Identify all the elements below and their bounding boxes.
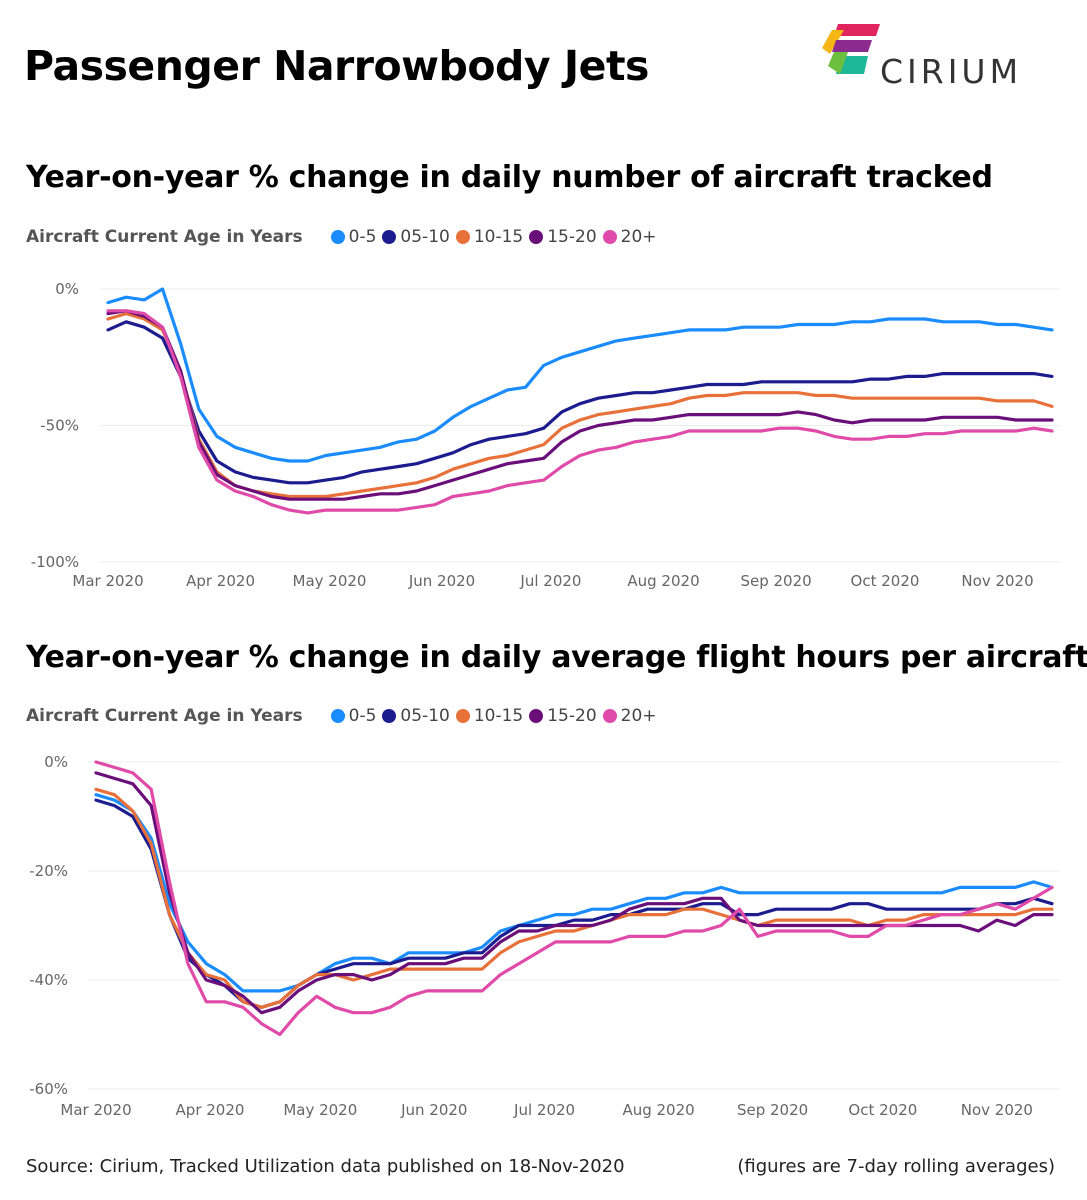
- footer-note: (figures are 7-day rolling averages): [737, 1156, 1055, 1177]
- chart2-x-tick-label: Jul 2020: [513, 1101, 575, 1119]
- chart2-x-tick-label: Apr 2020: [176, 1101, 245, 1119]
- chart1-x-tick-label: Sep 2020: [740, 572, 811, 590]
- chart1-legend-item-15-20[interactable]: 15-20: [529, 227, 597, 247]
- chart2-y-tick-label: -60%: [29, 1080, 68, 1098]
- page-title: Passenger Narrowbody Jets: [24, 42, 649, 90]
- legend-label: 20+: [620, 706, 657, 726]
- chart2-legend: Aircraft Current Age in Years 0-5 05-10 …: [26, 704, 663, 728]
- chart1-x-tick-label: Jun 2020: [408, 572, 475, 590]
- chart2-x-tick-label: May 2020: [283, 1101, 357, 1119]
- chart1-series-line-20-plus[interactable]: [106, 309, 1054, 515]
- chart1-y-tick-label: 0%: [55, 280, 79, 298]
- chart1-title: Year-on-year % change in daily number of…: [26, 160, 993, 195]
- legend-dot: [602, 709, 617, 723]
- legend-label: 20+: [620, 227, 657, 247]
- chart2-x-tick-label: Oct 2020: [848, 1101, 917, 1119]
- chart2-x-tick-label: Mar 2020: [60, 1101, 131, 1119]
- chart2-x-tick-label: Jun 2020: [400, 1101, 467, 1119]
- chart2-title: Year-on-year % change in daily average f…: [26, 640, 1087, 675]
- legend-dot: [455, 709, 470, 723]
- chart2-legend-item-10-15[interactable]: 10-15: [455, 706, 524, 726]
- legend-dot: [529, 230, 544, 244]
- chart1-x-tick-label: Mar 2020: [72, 572, 143, 590]
- chart1-series-line-0-5[interactable]: [106, 287, 1054, 463]
- chart1-y-tick-label: -50%: [40, 417, 79, 435]
- chart1-x-tick-label: Aug 2020: [627, 572, 699, 590]
- chart1-x-tick-label: Jul 2020: [519, 572, 581, 590]
- chart1-x-tick-label: Apr 2020: [186, 572, 255, 590]
- chart1-series-line-10-15[interactable]: [106, 311, 1054, 499]
- legend-dot: [529, 709, 544, 723]
- chart1-y-tick-label: -100%: [31, 553, 79, 571]
- legend-dot: [602, 230, 617, 244]
- legend-label: 05-10: [400, 706, 450, 726]
- legend-label: 0-5: [348, 706, 377, 726]
- chart2-legend-item-05-10[interactable]: 05-10: [382, 706, 450, 726]
- chart2-plot: 0% -20% -40% -60% Mar 2020 Apr 2020 May 2020 Ju…: [29, 753, 1060, 1119]
- chart2-x-tick-label: Aug 2020: [622, 1101, 694, 1119]
- chart2-series-line-0-5[interactable]: [94, 793, 1054, 993]
- legend-dot: [330, 230, 345, 244]
- chart1-x-tick-label: Oct 2020: [851, 572, 920, 590]
- legend-label: 10-15: [473, 227, 524, 247]
- legend-dot: [455, 230, 470, 244]
- legend-dot: [330, 709, 345, 723]
- chart1-legend-item-05-10[interactable]: 05-10: [382, 227, 450, 247]
- chart2-y-tick-label: -40%: [29, 971, 68, 989]
- chart1-legend-item-20-plus[interactable]: 20+: [602, 227, 657, 247]
- chart2-series-line-05-10[interactable]: [94, 798, 1054, 1009]
- chart1-legend-item-0-5[interactable]: 0-5: [330, 227, 377, 247]
- chart2-series-line-10-15[interactable]: [94, 787, 1054, 1009]
- logo-text: CIRIUM: [880, 52, 1023, 91]
- chart1-series-line-15-20[interactable]: [106, 309, 1054, 501]
- chart1-legend-title: Aircraft Current Age in Years: [26, 227, 303, 247]
- chart2-y-tick-label: 0%: [44, 753, 68, 771]
- chart2-legend-item-20-plus[interactable]: 20+: [602, 706, 657, 726]
- chart2-legend-title: Aircraft Current Age in Years: [26, 706, 303, 726]
- legend-label: 15-20: [547, 227, 597, 247]
- chart1-x-tick-label: Nov 2020: [961, 572, 1033, 590]
- cirium-logo-mark-icon: [822, 24, 880, 74]
- legend-dot: [382, 709, 397, 723]
- chart1-series-line-05-10[interactable]: [106, 320, 1054, 485]
- footer-source: Source: Cirium, Tracked Utilization data…: [26, 1156, 625, 1177]
- legend-label: 15-20: [547, 706, 597, 726]
- legend-dot: [382, 230, 397, 244]
- legend-label: 05-10: [400, 227, 450, 247]
- chart2-series-line-20-plus[interactable]: [94, 760, 1054, 1037]
- chart2-x-tick-label: Sep 2020: [737, 1101, 808, 1119]
- legend-label: 10-15: [473, 706, 524, 726]
- chart1-legend-item-10-15[interactable]: 10-15: [455, 227, 524, 247]
- chart2-legend-item-0-5[interactable]: 0-5: [330, 706, 377, 726]
- chart1-plot: 0% -50% -100%Mar 2020 Apr 2020 May 2020 Jun 2…: [31, 280, 1060, 590]
- legend-label: 0-5: [348, 227, 377, 247]
- chart2-y-tick-label: -20%: [29, 862, 68, 880]
- chart1-legend: Aircraft Current Age in Years 0-5 05-10 …: [26, 225, 663, 249]
- chart2-legend-item-15-20[interactable]: 15-20: [529, 706, 597, 726]
- cirium-logo: CIRIUM: [818, 22, 1068, 94]
- chart2-x-tick-label: Nov 2020: [961, 1101, 1033, 1119]
- chart1-x-tick-label: May 2020: [293, 572, 367, 590]
